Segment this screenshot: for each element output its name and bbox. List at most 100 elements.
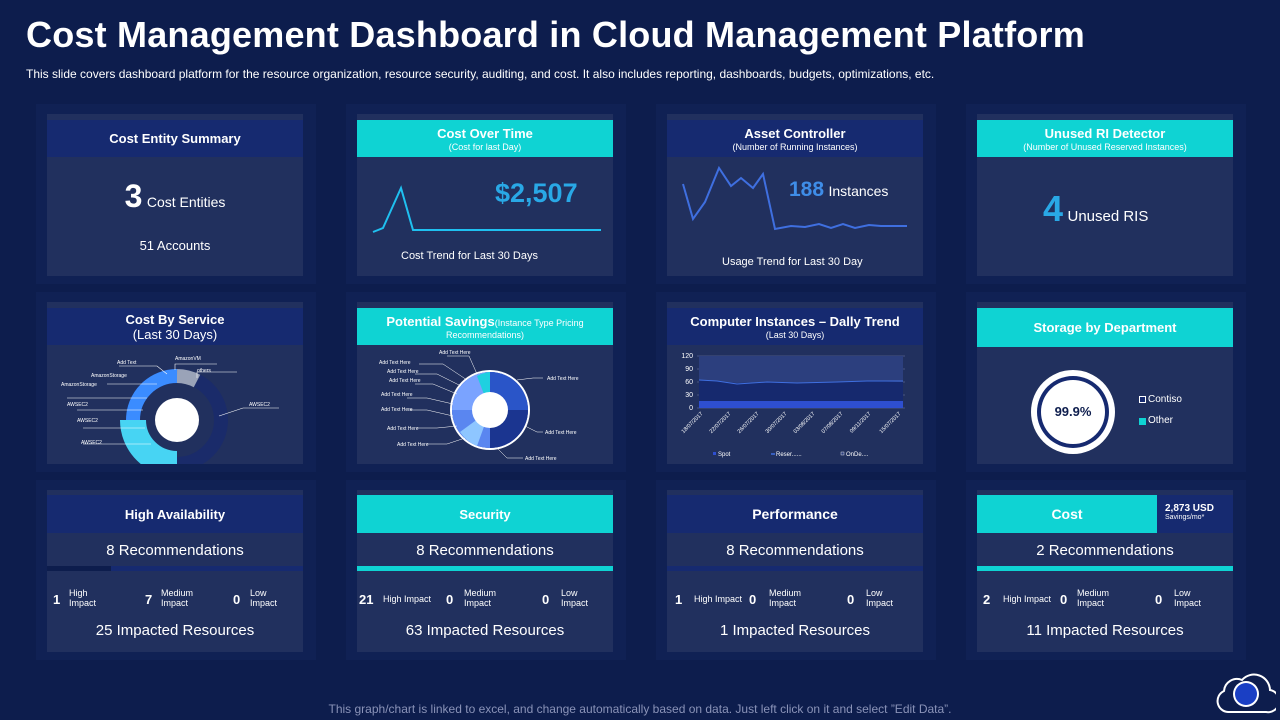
card-header: Cost xyxy=(977,495,1157,533)
high-impact-count: 1 xyxy=(53,592,61,607)
impacted-resources: 63 Impacted Resources xyxy=(405,622,565,639)
recommendation-count: 8 Recommendations xyxy=(106,542,244,559)
low-impact-label: Low Impact xyxy=(250,588,278,608)
medium-impact-count: 7 xyxy=(145,592,153,607)
instances-label: Instances xyxy=(828,183,889,199)
low-impact-label: Low Impact xyxy=(866,588,894,608)
card-title: Performance xyxy=(752,506,838,522)
impacted-resources: 1 Impacted Resources xyxy=(719,622,871,639)
savings-label: Add Text Here xyxy=(381,392,413,398)
card-header: High Availability xyxy=(47,495,303,533)
unused-ri-label: Unused RIS xyxy=(1067,208,1149,225)
card-subtitle: (Number of Unused Reserved Instances) xyxy=(1023,141,1187,152)
instances-count: 188 xyxy=(789,178,825,201)
cost-by-service-donut: AmazonVM Add Text others AmazonStorage A… xyxy=(61,356,279,464)
card-header: Performance xyxy=(667,495,923,533)
card-subtitle: (Cost for last Day) xyxy=(448,141,522,152)
x-tick: 07/08/2017 xyxy=(821,411,845,435)
medium-impact-count: 0 xyxy=(446,592,454,607)
card-title: Computer Instances – Dally Trend xyxy=(690,313,900,329)
progress-fill xyxy=(667,566,923,571)
progress-fill xyxy=(977,566,1233,571)
card-title: Unused RI Detector xyxy=(1044,125,1166,141)
medium-impact-label: Medium Impact xyxy=(1077,588,1110,608)
card-header: Storage by Department xyxy=(977,308,1233,347)
card-header: Potential Savings(Instance Type Pricing … xyxy=(357,308,613,345)
card-header: Asset Controller (Number of Running Inst… xyxy=(667,120,923,157)
medium-impact-count: 0 xyxy=(1060,592,1068,607)
cost-entity-card[interactable]: Cost Entity Summary 3 Cost Entities 51 A… xyxy=(47,114,303,276)
card-title: Cost Entity Summary xyxy=(109,131,241,146)
y-tick: 0 xyxy=(689,405,693,412)
x-tick: 26/07/2017 xyxy=(737,411,761,435)
savings-label: Savings/mo* xyxy=(1165,514,1205,521)
usage-trend-sparkline xyxy=(682,165,907,231)
storage-card[interactable]: Storage by Department 99.9% Contiso Othe… xyxy=(977,302,1233,464)
service-label: others xyxy=(197,368,211,374)
progress-fill xyxy=(47,566,111,571)
high-impact-label: High Impact xyxy=(694,594,743,604)
x-tick: 30/07/2017 xyxy=(765,411,789,435)
card-subtitle: (Number of Running Instances) xyxy=(732,141,858,152)
savings-badge: 2,873 USD Savings/mo* xyxy=(1157,495,1233,533)
card-header: Computer Instances – Dally Trend (Last 3… xyxy=(667,308,923,345)
card-header: Cost Over Time (Cost for last Day) xyxy=(357,120,613,157)
potential-savings-donut: Add Text Here Add Text Here Add Text Her… xyxy=(379,350,579,462)
high-impact-count: 1 xyxy=(675,592,683,607)
high-availability-card[interactable]: High Availability 8 Recommendations 1 Hi… xyxy=(47,490,303,652)
savings-label: Add Text Here xyxy=(387,369,419,375)
y-tick: 60 xyxy=(685,379,693,386)
impacted-resources: 25 Impacted Resources xyxy=(95,622,255,639)
card-title: Security xyxy=(459,506,511,522)
medium-impact-label: Medium Impact xyxy=(769,588,802,608)
cost-card[interactable]: Cost 2,873 USD Savings/mo* 2 Recommendat… xyxy=(977,490,1233,652)
page-title: Cost Management Dashboard in Cloud Manag… xyxy=(26,14,1085,55)
savings-label: Add Text Here xyxy=(545,430,577,436)
low-impact-label: Low Impact xyxy=(1174,588,1202,608)
medium-impact-label: Medium Impact xyxy=(464,588,497,608)
x-tick: 22/07/2017 xyxy=(709,411,733,435)
high-impact-label: High Impact xyxy=(69,588,97,608)
potential-savings-card[interactable]: Potential Savings(Instance Type Pricing … xyxy=(357,302,613,464)
usage-trend-caption: Usage Trend for Last 30 Day xyxy=(722,256,863,268)
cost-over-time-card[interactable]: Cost Over Time (Cost for last Day) $2,50… xyxy=(357,114,613,276)
savings-label: Add Text Here xyxy=(389,378,421,384)
low-impact-count: 0 xyxy=(847,592,855,607)
performance-card[interactable]: Performance 8 Recommendations 1 High Imp… xyxy=(667,490,923,652)
legend-swatch xyxy=(1139,396,1146,403)
card-header: Security xyxy=(357,495,613,533)
cost-amount: $2,507 xyxy=(495,178,578,208)
y-tick: 120 xyxy=(681,353,693,360)
impacted-resources: 11 Impacted Resources xyxy=(1026,622,1184,639)
card-header: Unused RI Detector (Number of Unused Res… xyxy=(977,120,1233,157)
compute-trend-chart: 120 90 60 30 0 18/07/2017 22/07/2017 26/… xyxy=(681,353,905,458)
storage-value: 99.9% xyxy=(1055,404,1092,419)
y-tick: 30 xyxy=(685,392,693,399)
service-label: AWSEC2 xyxy=(81,440,102,446)
security-card[interactable]: Security 8 Recommendations 21 High Impac… xyxy=(357,490,613,652)
recommendation-count: 8 Recommendations xyxy=(416,542,554,559)
low-impact-label: Low Impact xyxy=(561,588,589,608)
service-label: AWSEC2 xyxy=(67,402,88,408)
x-tick: 15/07/2017 xyxy=(879,411,903,435)
asset-controller-card[interactable]: Asset Controller (Number of Running Inst… xyxy=(667,114,923,276)
low-impact-count: 0 xyxy=(1155,592,1163,607)
unused-ri-count: 4 xyxy=(1043,188,1064,229)
high-impact-label: High Impact xyxy=(1003,594,1052,604)
card-title-suffix: (Instance Type Pricing xyxy=(494,317,584,328)
cost-by-service-card[interactable]: Cost By Service (Last 30 Days) AmazonVM … xyxy=(47,302,303,464)
recommendation-count: 2 Recommendations xyxy=(1036,542,1174,559)
cloud-icon xyxy=(1216,673,1276,714)
savings-label: Add Text Here xyxy=(381,407,413,413)
card-header: Cost Entity Summary xyxy=(47,120,303,157)
service-label: AWSEC2 xyxy=(249,402,270,408)
savings-label: Add Text Here xyxy=(397,442,429,448)
unused-ri-card[interactable]: Unused RI Detector (Number of Unused Res… xyxy=(977,114,1233,276)
x-tick: 03/08/2017 xyxy=(793,411,817,435)
medium-impact-label: Medium Impact xyxy=(161,588,194,608)
cost-trend-caption: Cost Trend for Last 30 Days xyxy=(401,250,538,262)
progress-track xyxy=(47,566,303,571)
legend-label: Reser...... xyxy=(776,452,802,458)
compute-trend-card[interactable]: Computer Instances – Dally Trend (Last 3… xyxy=(667,302,923,464)
card-subtitle: (Last 30 Days) xyxy=(765,329,825,340)
